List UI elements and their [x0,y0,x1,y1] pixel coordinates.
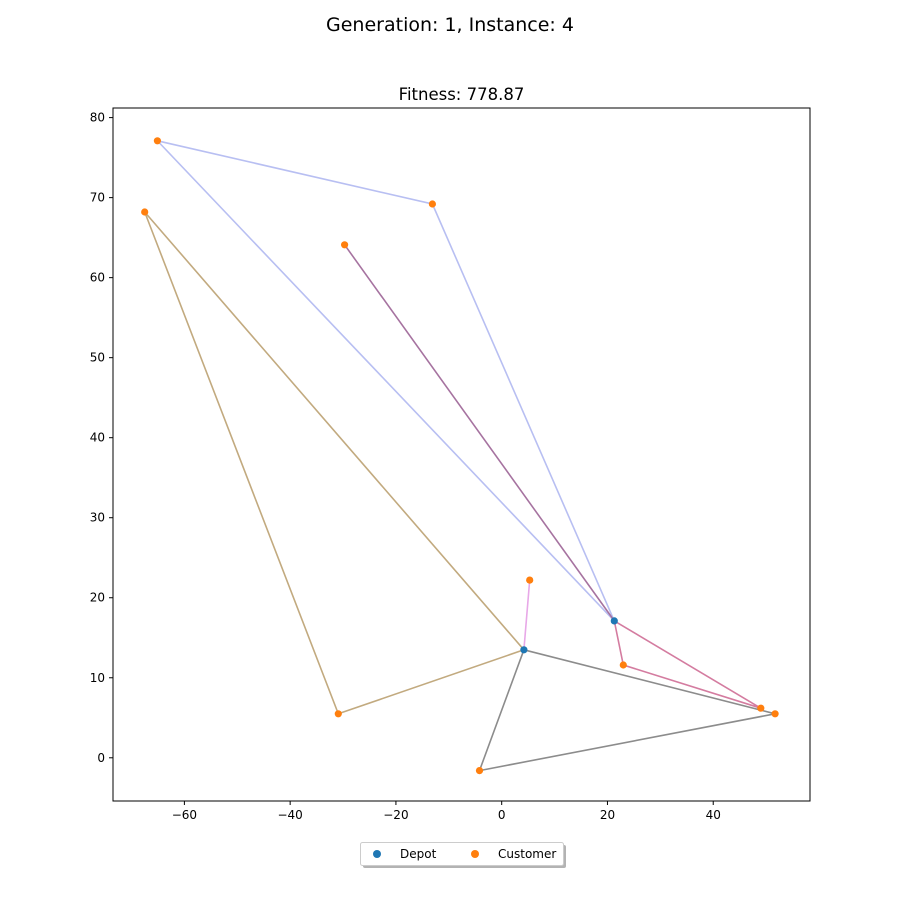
legend-marker-customer [471,850,479,858]
customer-point-10 [475,767,484,775]
y-tick-label: 20 [90,591,105,605]
x-tick-label: −40 [277,808,302,822]
customer-point-7 [757,704,765,712]
points-layer [141,137,779,775]
route-line-3 [613,620,762,709]
customer-point-4 [341,241,349,249]
customer-point-2 [428,200,436,208]
legend-marker-depot [373,850,381,858]
y-tick-label: 30 [90,511,105,525]
customer-point-6 [619,661,627,669]
routes-layer [143,139,776,772]
y-tick-label: 0 [97,751,105,765]
plot-area [112,107,811,802]
depot-point-2 [520,646,528,654]
x-tick-label: −60 [172,808,197,822]
figure-suptitle: Generation: 1, Instance: 4 [326,14,574,36]
x-axis: −60 −40 −20 0 20 40 [172,801,721,822]
customer-point-1 [153,137,161,145]
y-tick-label: 40 [90,431,105,445]
depot-point-1 [610,617,618,625]
x-tick-label: 0 [498,808,506,822]
y-tick-label: 50 [90,351,105,365]
chart-title: Fitness: 778.87 [399,85,525,104]
y-axis: 0 10 20 30 40 50 60 70 80 [90,111,113,765]
legend-label-depot: Depot [400,847,437,861]
route-line-6 [478,649,776,772]
legend-label-customer: Customer [498,847,556,861]
legend: Depot Customer [360,842,566,868]
customer-point-3 [141,208,149,216]
x-tick-label: 40 [706,808,721,822]
customer-point-8 [771,710,779,718]
route-line-5 [523,580,531,650]
route-line-2 [343,244,615,622]
customer-point-9 [334,710,342,718]
route-line-4 [143,211,525,715]
y-tick-label: 60 [90,271,105,285]
x-tick-label: 20 [600,808,615,822]
route-line-1 [154,139,616,622]
y-tick-label: 10 [90,671,105,685]
x-tick-label: −20 [383,808,408,822]
y-tick-label: 80 [90,111,105,125]
y-tick-label: 70 [90,191,105,205]
customer-point-5 [526,576,534,584]
